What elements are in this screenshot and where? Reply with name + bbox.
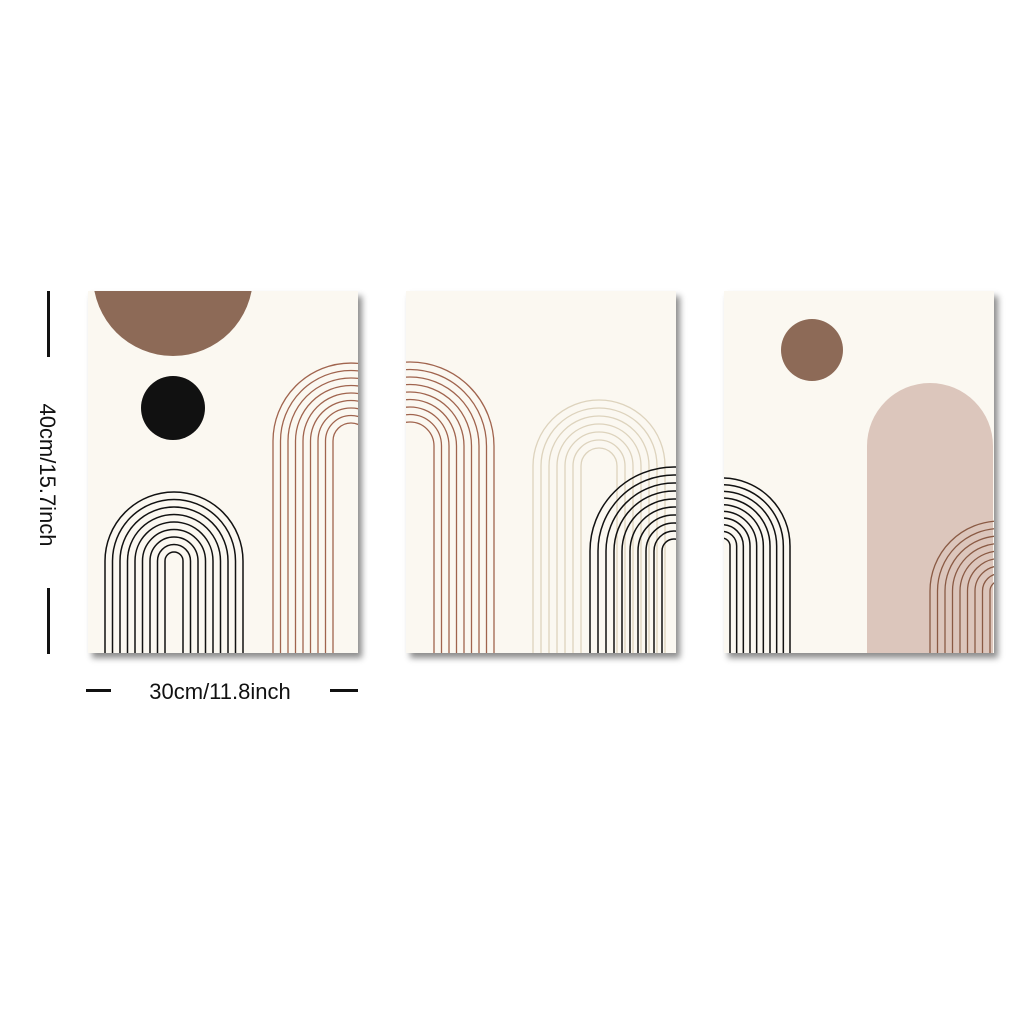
arch-line [724, 477, 791, 653]
arch-line [645, 522, 676, 653]
arch-line [724, 517, 751, 653]
arch-line [317, 407, 358, 653]
arch-line [936, 528, 994, 653]
arch-line [149, 536, 199, 653]
arch-line [564, 431, 634, 653]
arch-line [597, 474, 676, 653]
arch-line [556, 423, 642, 653]
width-dimension-line-right [330, 689, 358, 692]
arch-line [279, 369, 358, 653]
black-circle [141, 376, 205, 440]
height-dimension-label: 40cm/15.7inch [35, 403, 60, 547]
arch-line [724, 503, 765, 653]
arch-line [629, 506, 676, 653]
arch-line [406, 421, 435, 653]
arch-line [724, 497, 771, 653]
rust-arch-lines [929, 520, 994, 653]
blush-arch-shape [867, 383, 993, 653]
arch-line [332, 422, 358, 653]
arch-line [406, 361, 495, 653]
arch-line [621, 498, 676, 653]
arch-line [272, 362, 358, 653]
brown-half-circle [94, 291, 252, 356]
arch-line [966, 558, 994, 653]
arch-line [406, 398, 458, 653]
art-panel-right [724, 291, 994, 653]
arch-line [406, 413, 443, 653]
height-dimension-line-bottom [47, 588, 50, 654]
arch-line [406, 383, 473, 653]
arch-line [141, 528, 207, 653]
arch-line [164, 551, 184, 653]
arch-line [613, 490, 676, 653]
arch-line [104, 491, 244, 653]
arch-line [959, 550, 994, 653]
arch-line [981, 573, 994, 653]
arch-line [309, 399, 358, 653]
height-dimension-line-top [47, 291, 50, 357]
arch-line [653, 530, 676, 653]
art-panel-middle-canvas [406, 361, 676, 653]
art-panel-right-canvas [724, 319, 994, 653]
arch-line [287, 377, 358, 653]
black-arch-lines [589, 466, 676, 653]
arch-line [406, 368, 488, 653]
arch-line [119, 506, 229, 653]
arch-line [951, 543, 994, 653]
arch-line [406, 391, 465, 653]
arch-line [302, 392, 358, 653]
arch-line [572, 439, 626, 653]
width-dimension-line-left [86, 689, 111, 692]
arch-line [724, 510, 758, 653]
arch-line [406, 406, 450, 653]
arch-line [580, 447, 618, 653]
arch-line [974, 566, 994, 653]
arch-line [589, 466, 676, 653]
art-panel-left-canvas [94, 291, 358, 653]
rust-arch-lines [406, 361, 495, 653]
arch-line [294, 384, 358, 653]
width-dimension-label: 30cm/11.8inch [149, 679, 291, 704]
arch-line [406, 376, 480, 653]
arch-line [724, 524, 745, 653]
arch-line [532, 399, 666, 653]
arch-line [989, 582, 994, 653]
black-arch-lines [104, 491, 244, 653]
arch-line [111, 498, 237, 653]
art-panel-middle [406, 291, 676, 653]
brown-circle [781, 319, 843, 381]
arch-line [156, 543, 192, 653]
arch-line [661, 538, 676, 653]
cream-arch-lines [532, 399, 666, 653]
rust-arch-lines [272, 362, 358, 653]
arch-line [944, 535, 994, 653]
arch-line [134, 521, 214, 653]
art-panel-left [88, 291, 358, 653]
black-arch-lines [724, 477, 791, 653]
arch-line [929, 520, 994, 653]
arch-line [724, 484, 785, 653]
arch-line [637, 514, 676, 653]
arch-line [324, 414, 358, 653]
arch-line [548, 415, 650, 653]
arch-line [724, 530, 738, 653]
arch-line [126, 513, 222, 653]
arch-line [724, 490, 778, 653]
arch-line [605, 482, 676, 653]
arch-line [724, 537, 731, 653]
arch-line [540, 407, 658, 653]
